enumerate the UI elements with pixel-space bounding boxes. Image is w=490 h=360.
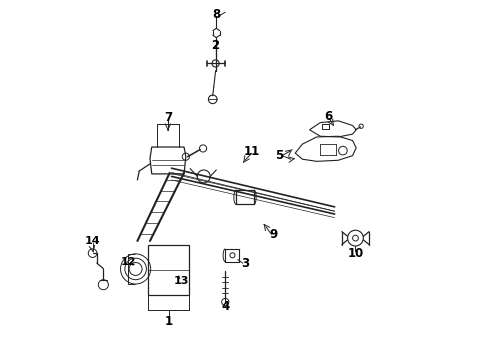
Text: 4: 4 <box>221 300 229 313</box>
Text: 6: 6 <box>324 110 333 123</box>
Text: 10: 10 <box>347 247 364 260</box>
Text: 12: 12 <box>121 257 136 267</box>
Text: 13: 13 <box>174 276 189 286</box>
Text: 7: 7 <box>164 111 172 124</box>
Text: 2: 2 <box>212 39 220 52</box>
Text: 1: 1 <box>165 315 173 328</box>
Text: 9: 9 <box>270 228 278 241</box>
Bar <box>148 244 190 296</box>
Text: 5: 5 <box>275 149 283 162</box>
Text: 14: 14 <box>85 236 100 246</box>
Text: 8: 8 <box>212 8 220 21</box>
Text: 11: 11 <box>244 145 260 158</box>
Text: 3: 3 <box>241 257 249 270</box>
